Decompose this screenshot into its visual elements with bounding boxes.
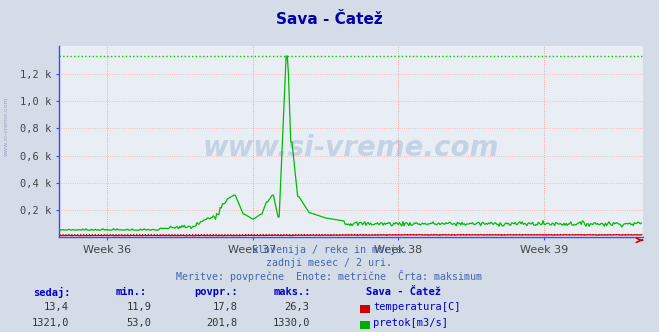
Text: temperatura[C]: temperatura[C] bbox=[373, 302, 461, 312]
Text: 1330,0: 1330,0 bbox=[272, 318, 310, 328]
Text: 1321,0: 1321,0 bbox=[32, 318, 69, 328]
Text: Sava - Čatež: Sava - Čatež bbox=[276, 12, 383, 27]
Text: zadnji mesec / 2 uri.: zadnji mesec / 2 uri. bbox=[266, 258, 393, 268]
Text: Meritve: povprečne  Enote: metrične  Črta: maksimum: Meritve: povprečne Enote: metrične Črta:… bbox=[177, 270, 482, 282]
Text: Slovenija / reke in morje.: Slovenija / reke in morje. bbox=[252, 245, 407, 255]
Text: maks.:: maks.: bbox=[273, 287, 311, 297]
Text: Sava - Čatež: Sava - Čatež bbox=[366, 287, 441, 297]
Text: 11,9: 11,9 bbox=[127, 302, 152, 312]
Text: min.:: min.: bbox=[115, 287, 146, 297]
Text: pretok[m3/s]: pretok[m3/s] bbox=[373, 318, 448, 328]
Text: sedaj:: sedaj: bbox=[33, 287, 71, 298]
Text: 53,0: 53,0 bbox=[127, 318, 152, 328]
Text: www.si-vreme.com: www.si-vreme.com bbox=[203, 134, 499, 162]
Text: 13,4: 13,4 bbox=[44, 302, 69, 312]
Text: 201,8: 201,8 bbox=[206, 318, 237, 328]
Text: 26,3: 26,3 bbox=[285, 302, 310, 312]
Text: povpr.:: povpr.: bbox=[194, 287, 238, 297]
Text: 17,8: 17,8 bbox=[212, 302, 237, 312]
Text: www.si-vreme.com: www.si-vreme.com bbox=[3, 96, 9, 156]
